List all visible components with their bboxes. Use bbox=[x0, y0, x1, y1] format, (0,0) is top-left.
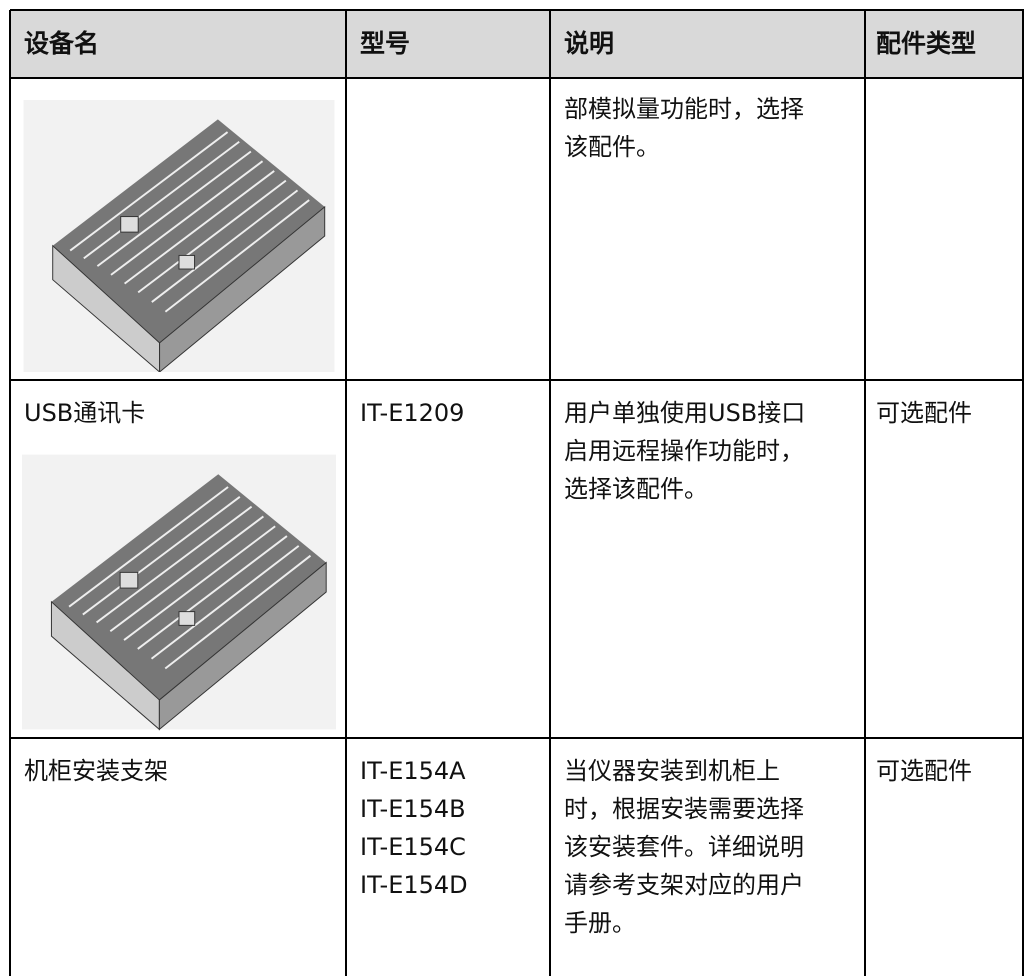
accessory-type: 可选配件 bbox=[876, 757, 972, 785]
header-background bbox=[10, 10, 1024, 78]
table-border bbox=[864, 10, 866, 976]
model: IT-E1209 bbox=[360, 399, 465, 427]
model: IT-E154A bbox=[360, 757, 466, 785]
accessory-type: 可选配件 bbox=[876, 399, 972, 427]
description-line: 手册。 bbox=[564, 909, 636, 937]
table-border bbox=[549, 10, 551, 976]
description-line: 用户单独使用USB接口 bbox=[564, 399, 806, 427]
description-line: 请参考支架对应的用户 bbox=[564, 871, 804, 899]
header-cell: 型号 bbox=[360, 29, 411, 58]
description-line: 当仪器安装到机柜上 bbox=[564, 757, 780, 785]
device-name: 机柜安装支架 bbox=[24, 757, 168, 785]
table-border bbox=[10, 9, 1024, 11]
model: IT-E154D bbox=[360, 871, 468, 899]
device-image bbox=[22, 100, 336, 372]
description-line: 选择该配件。 bbox=[564, 475, 708, 503]
table-border bbox=[10, 379, 1024, 381]
table-border bbox=[9, 10, 11, 976]
device-name: USB通讯卡 bbox=[24, 399, 146, 427]
header-cell: 配件类型 bbox=[876, 29, 977, 58]
model: IT-E154B bbox=[360, 795, 466, 823]
description-line: 部模拟量功能时，选择 bbox=[564, 95, 804, 123]
description-line: 该配件。 bbox=[564, 133, 660, 161]
description-line: 该安装套件。详细说明 bbox=[564, 833, 804, 861]
table-border bbox=[10, 77, 1024, 79]
device-image bbox=[22, 452, 336, 732]
description-line: 时，根据安装需要选择 bbox=[564, 795, 804, 823]
table-border bbox=[10, 737, 1024, 739]
header-cell: 说明 bbox=[564, 29, 615, 58]
table-border bbox=[345, 10, 347, 976]
header-cell: 设备名 bbox=[24, 29, 100, 58]
description-line: 启用远程操作功能时， bbox=[564, 437, 804, 465]
table-border bbox=[1022, 10, 1024, 976]
model: IT-E154C bbox=[360, 833, 466, 861]
